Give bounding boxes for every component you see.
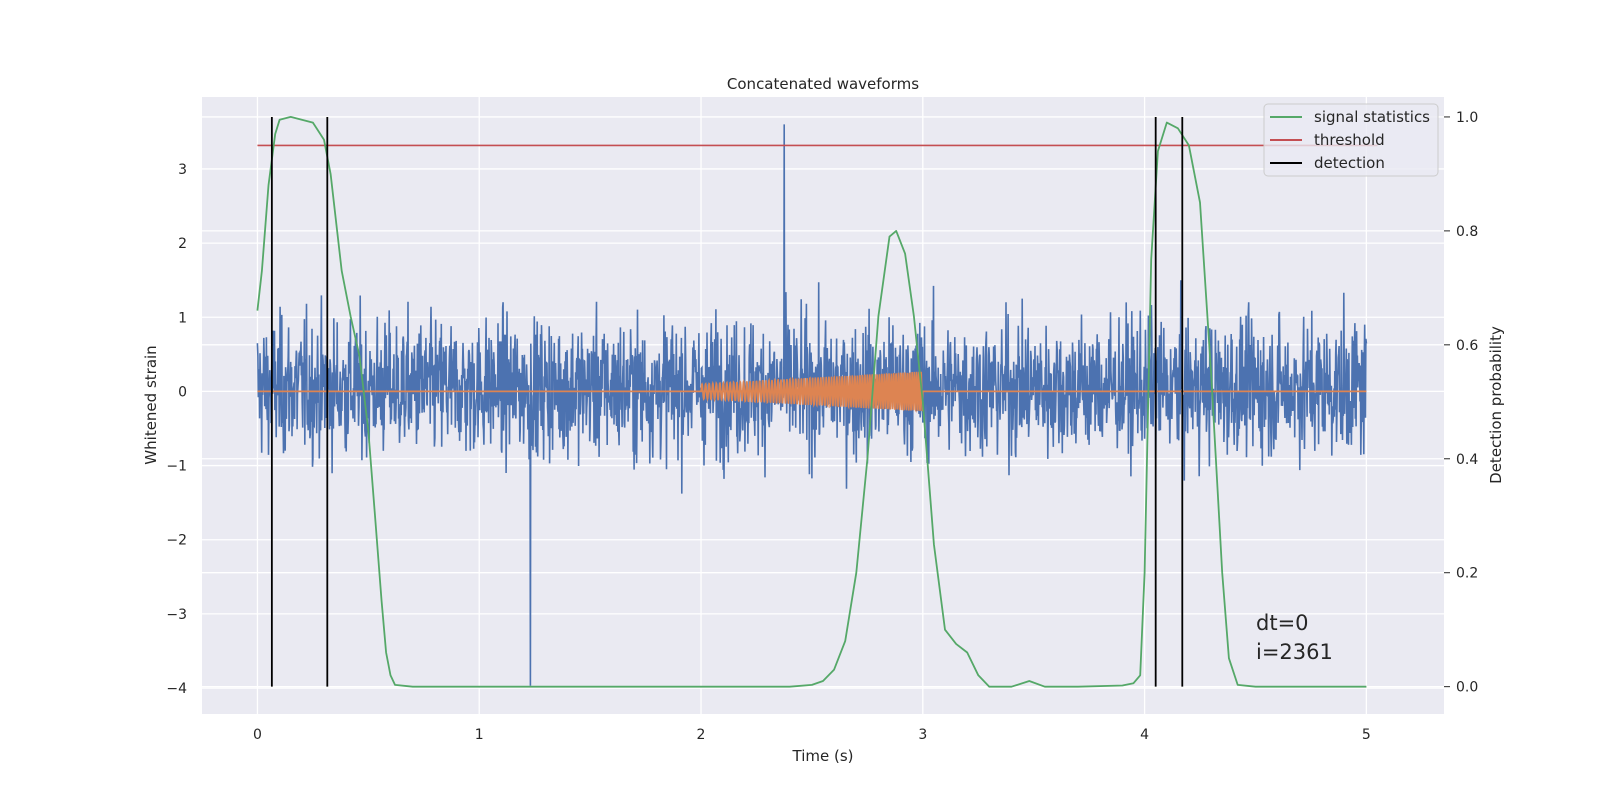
y-tick-label: −2 — [166, 533, 187, 549]
signal-statistics-line — [256, 116, 1367, 688]
annotation-group: dt=0 i=2361 — [1256, 611, 1333, 664]
y-tick-label: 2 — [178, 236, 187, 252]
legend-threshold-label: threshold — [1314, 131, 1385, 149]
y-axis-ticks: −4 −3 −2 −1 0 1 2 3 — [166, 162, 187, 697]
annotation-index: i=2361 — [1256, 640, 1333, 664]
y-right-axis-ticks: 0.0 0.2 0.4 0.6 0.8 1.0 — [1444, 110, 1478, 696]
x-tick-label: 1 — [475, 727, 484, 743]
legend-detection-label: detection — [1314, 154, 1385, 172]
x-tick-label: 2 — [697, 727, 706, 743]
y-right-axis-label: Detection probability — [1487, 326, 1505, 484]
legend: signal statistics threshold detection — [1263, 103, 1439, 177]
x-axis-label: Time (s) — [792, 747, 854, 765]
y-tick-label: 0 — [178, 384, 187, 400]
legend-box — [1263, 103, 1439, 177]
y-right-tick-label: 1.0 — [1456, 110, 1478, 126]
y-right-tick-label: 0.2 — [1456, 566, 1478, 582]
y-right-tick-label: 0.8 — [1456, 224, 1478, 240]
legend-signal-statistics-label: signal statistics — [1314, 108, 1430, 126]
annotation-dt: dt=0 — [1256, 611, 1309, 635]
y-tick-label: 1 — [178, 310, 187, 326]
y-right-tick-label: 0.0 — [1456, 680, 1478, 696]
y-right-tick-label: 0.6 — [1456, 338, 1478, 354]
y-tick-label: −1 — [166, 459, 187, 475]
y-tick-label: −4 — [166, 681, 187, 697]
chirp-series-line — [700, 371, 924, 413]
y-tick-label: 3 — [178, 162, 187, 178]
y-axis-label: Whitened strain — [142, 345, 160, 464]
x-tick-label: 4 — [1140, 727, 1149, 743]
x-tick-label: 0 — [253, 727, 262, 743]
plot-series — [256, 116, 1378, 688]
y-tick-label: −3 — [166, 607, 187, 623]
y-right-tick-label: 0.4 — [1456, 452, 1478, 468]
x-tick-label: 3 — [918, 727, 927, 743]
x-axis-ticks: 0 1 2 3 4 5 — [253, 727, 1371, 743]
chart-title: Concatenated waveforms — [727, 75, 919, 93]
x-tick-label: 5 — [1362, 727, 1371, 743]
